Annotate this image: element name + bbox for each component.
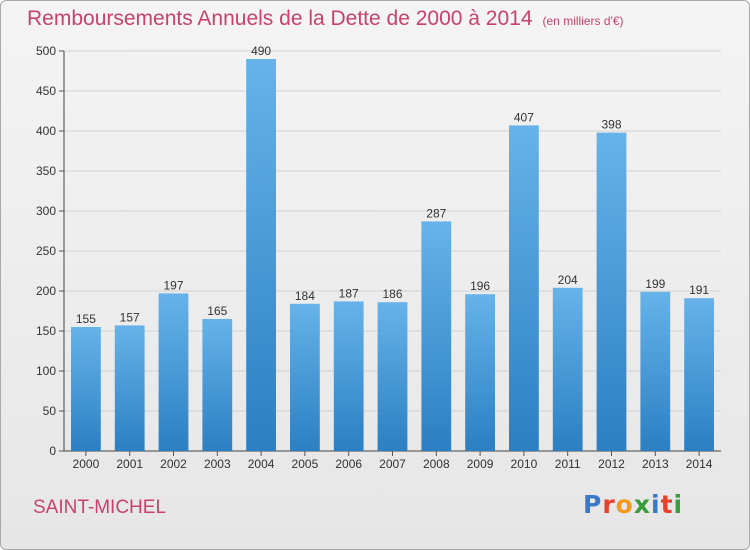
y-tick-label: 250 bbox=[36, 244, 56, 258]
x-tick-label: 2013 bbox=[642, 457, 669, 471]
bar-value-label: 398 bbox=[601, 118, 621, 132]
x-tick-label: 2011 bbox=[555, 457, 581, 471]
logo-letter: r bbox=[602, 490, 616, 519]
y-tick-label: 150 bbox=[36, 324, 56, 338]
y-tick-label: 50 bbox=[43, 404, 57, 418]
chart-subtitle: (en milliers d'€) bbox=[542, 14, 624, 28]
logo-letter: P bbox=[583, 490, 603, 519]
x-tick-label: 2005 bbox=[292, 457, 319, 471]
y-tick-label: 500 bbox=[36, 44, 56, 58]
logo-letter: t bbox=[660, 490, 674, 519]
x-tick-label: 2008 bbox=[423, 457, 450, 471]
x-tick-label: 2012 bbox=[598, 457, 625, 471]
bar-value-label: 407 bbox=[514, 110, 534, 124]
bar-value-label: 184 bbox=[295, 289, 315, 303]
bar-value-label: 490 bbox=[251, 44, 271, 58]
commune-name: SAINT-MICHEL bbox=[33, 497, 167, 518]
logo-letter: i bbox=[673, 490, 684, 519]
bar bbox=[552, 287, 583, 451]
bar-value-label: 157 bbox=[120, 310, 140, 324]
bar-value-label: 199 bbox=[645, 277, 665, 291]
bar-value-label: 204 bbox=[558, 273, 578, 287]
bar bbox=[421, 221, 452, 451]
x-tick-label: 2014 bbox=[686, 457, 713, 471]
logo-letter: i bbox=[651, 490, 661, 519]
bar bbox=[158, 293, 189, 451]
bar-value-label: 191 bbox=[689, 283, 709, 297]
y-tick-label: 450 bbox=[36, 84, 56, 98]
bar-value-label: 196 bbox=[470, 279, 490, 293]
bar bbox=[246, 59, 276, 451]
x-tick-label: 2003 bbox=[204, 457, 231, 471]
y-tick-label: 0 bbox=[49, 444, 56, 458]
bar-value-label: 197 bbox=[163, 278, 183, 292]
logo-letter: x bbox=[633, 490, 651, 519]
x-tick-label: 2001 bbox=[116, 457, 143, 471]
y-tick-label: 300 bbox=[36, 204, 56, 218]
bar bbox=[202, 319, 233, 451]
y-tick-label: 100 bbox=[36, 364, 56, 378]
y-tick-label: 200 bbox=[36, 284, 56, 298]
bar bbox=[509, 125, 539, 452]
x-tick-label: 2010 bbox=[511, 457, 538, 471]
bar bbox=[114, 325, 145, 451]
y-tick-label: 350 bbox=[36, 164, 56, 178]
bar bbox=[377, 302, 408, 451]
x-tick-label: 2007 bbox=[379, 457, 406, 471]
bar-value-label: 165 bbox=[207, 304, 227, 318]
logo-letter: o bbox=[615, 490, 634, 519]
bar-value-label: 155 bbox=[76, 312, 96, 326]
x-tick-label: 2006 bbox=[335, 457, 362, 471]
x-tick-label: 2004 bbox=[248, 457, 275, 471]
bar-value-label: 287 bbox=[426, 206, 446, 220]
bar bbox=[596, 132, 627, 451]
bar-value-label: 186 bbox=[382, 287, 402, 301]
x-tick-label: 2009 bbox=[467, 457, 494, 471]
proxiti-logo: Proxiti bbox=[583, 490, 683, 519]
y-tick-label: 400 bbox=[36, 124, 56, 138]
x-tick-label: 2000 bbox=[73, 457, 100, 471]
x-tick-label: 2002 bbox=[160, 457, 187, 471]
chart-title-text: Remboursements Annuels de la Dette de 20… bbox=[27, 7, 533, 30]
bar bbox=[71, 327, 101, 451]
bar bbox=[290, 303, 320, 451]
bar bbox=[684, 298, 714, 451]
chart-title: Remboursements Annuels de la Dette de 20… bbox=[27, 7, 624, 31]
bar-value-label: 187 bbox=[339, 286, 359, 300]
bar bbox=[465, 294, 495, 451]
bar bbox=[640, 291, 671, 451]
bar bbox=[333, 301, 364, 451]
